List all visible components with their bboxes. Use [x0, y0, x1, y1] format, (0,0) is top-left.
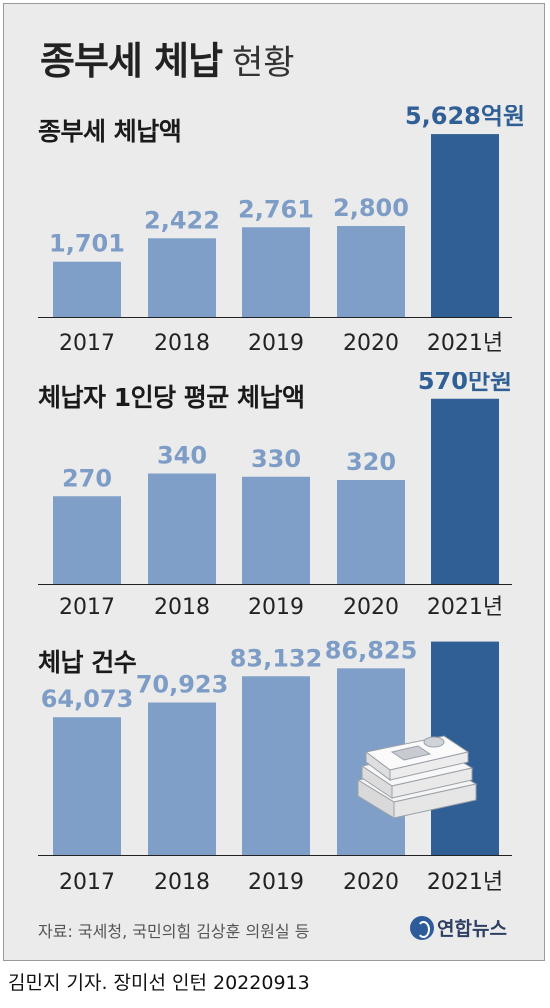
- chart3-title: 체납 건수: [38, 648, 137, 677]
- value-label: 270: [62, 464, 112, 492]
- bar-2019: [242, 676, 310, 855]
- bar-2018: [148, 473, 216, 584]
- chart2-svg: 270 2017 340 2018 330 2019 320 2020 570만원 2021년: [38, 372, 512, 620]
- chart1-svg: 1,701 2017 2,422 2018 2,761 2019 2,800 2020 5,62…: [38, 105, 525, 356]
- bar-2018: [148, 238, 216, 317]
- bar-2017: [53, 496, 121, 584]
- banknote-stack-icon: [356, 735, 478, 819]
- category-label: 2019: [248, 870, 304, 895]
- category-label: 2020: [343, 595, 399, 620]
- category-label: 2019: [248, 331, 304, 356]
- category-label: 2018: [154, 331, 210, 356]
- value-label: 70,923: [136, 671, 229, 699]
- value-label: 64,073: [41, 685, 134, 713]
- value-label: 99,257건: [408, 635, 523, 638]
- value-label: 1,701: [49, 230, 125, 258]
- value-label: 340: [157, 442, 207, 470]
- bar-2019: [242, 476, 310, 584]
- value-label: 86,825: [325, 636, 418, 664]
- category-label: 2018: [154, 870, 210, 895]
- yonhap-logo-icon: [410, 915, 434, 940]
- source-note: 자료: 국세청, 국민의힘 김상훈 의원실 등: [38, 922, 310, 941]
- yonhap-logo: 연합뉴스: [410, 914, 507, 941]
- chart1-title: 종부세 체납액: [38, 117, 182, 146]
- bar-2020: [337, 226, 405, 317]
- value-label: 5,628억원: [405, 105, 525, 130]
- title-light: 현황: [232, 43, 295, 83]
- bar-2018: [148, 702, 216, 855]
- logo-text: 연합뉴스: [437, 918, 507, 940]
- bar-2019: [242, 227, 310, 317]
- bar-2017: [53, 261, 121, 317]
- bar-2020: [337, 480, 405, 584]
- value-label: 570만원: [418, 372, 512, 395]
- value-label: 2,761: [238, 195, 314, 223]
- chart2: 270 2017 340 2018 330 2019 320 2020 570만원 2021년: [0, 372, 550, 627]
- chart1: 1,701 2017 2,422 2018 2,761 2019 2,800 2020 5,62…: [0, 105, 550, 365]
- chart2-title: 체납자 1인당 평균 체납액: [38, 383, 305, 412]
- bar-2017: [53, 717, 121, 855]
- value-label: 320: [346, 448, 396, 476]
- category-label: 2021년: [427, 331, 503, 356]
- category-label: 2021년: [427, 595, 503, 620]
- value-label: 330: [251, 445, 301, 473]
- title-main: 종부세 체납: [40, 39, 223, 83]
- page-title: 종부세 체납 현황: [40, 30, 295, 85]
- value-label: 83,132: [230, 644, 323, 672]
- category-label: 2017: [59, 331, 115, 356]
- value-label: 2,422: [144, 206, 220, 234]
- category-label: 2020: [343, 331, 399, 356]
- category-label: 2019: [248, 595, 304, 620]
- category-label: 2018: [154, 595, 210, 620]
- category-label: 2020: [343, 870, 399, 895]
- value-label: 2,800: [333, 194, 409, 222]
- byline: 김민지 기자. 장미선 인턴 20220913: [8, 972, 310, 994]
- bar-2021년: [431, 134, 499, 317]
- category-label: 2021년: [427, 870, 503, 895]
- category-label: 2017: [59, 870, 115, 895]
- category-label: 2017: [59, 595, 115, 620]
- bar-2021년: [431, 398, 499, 584]
